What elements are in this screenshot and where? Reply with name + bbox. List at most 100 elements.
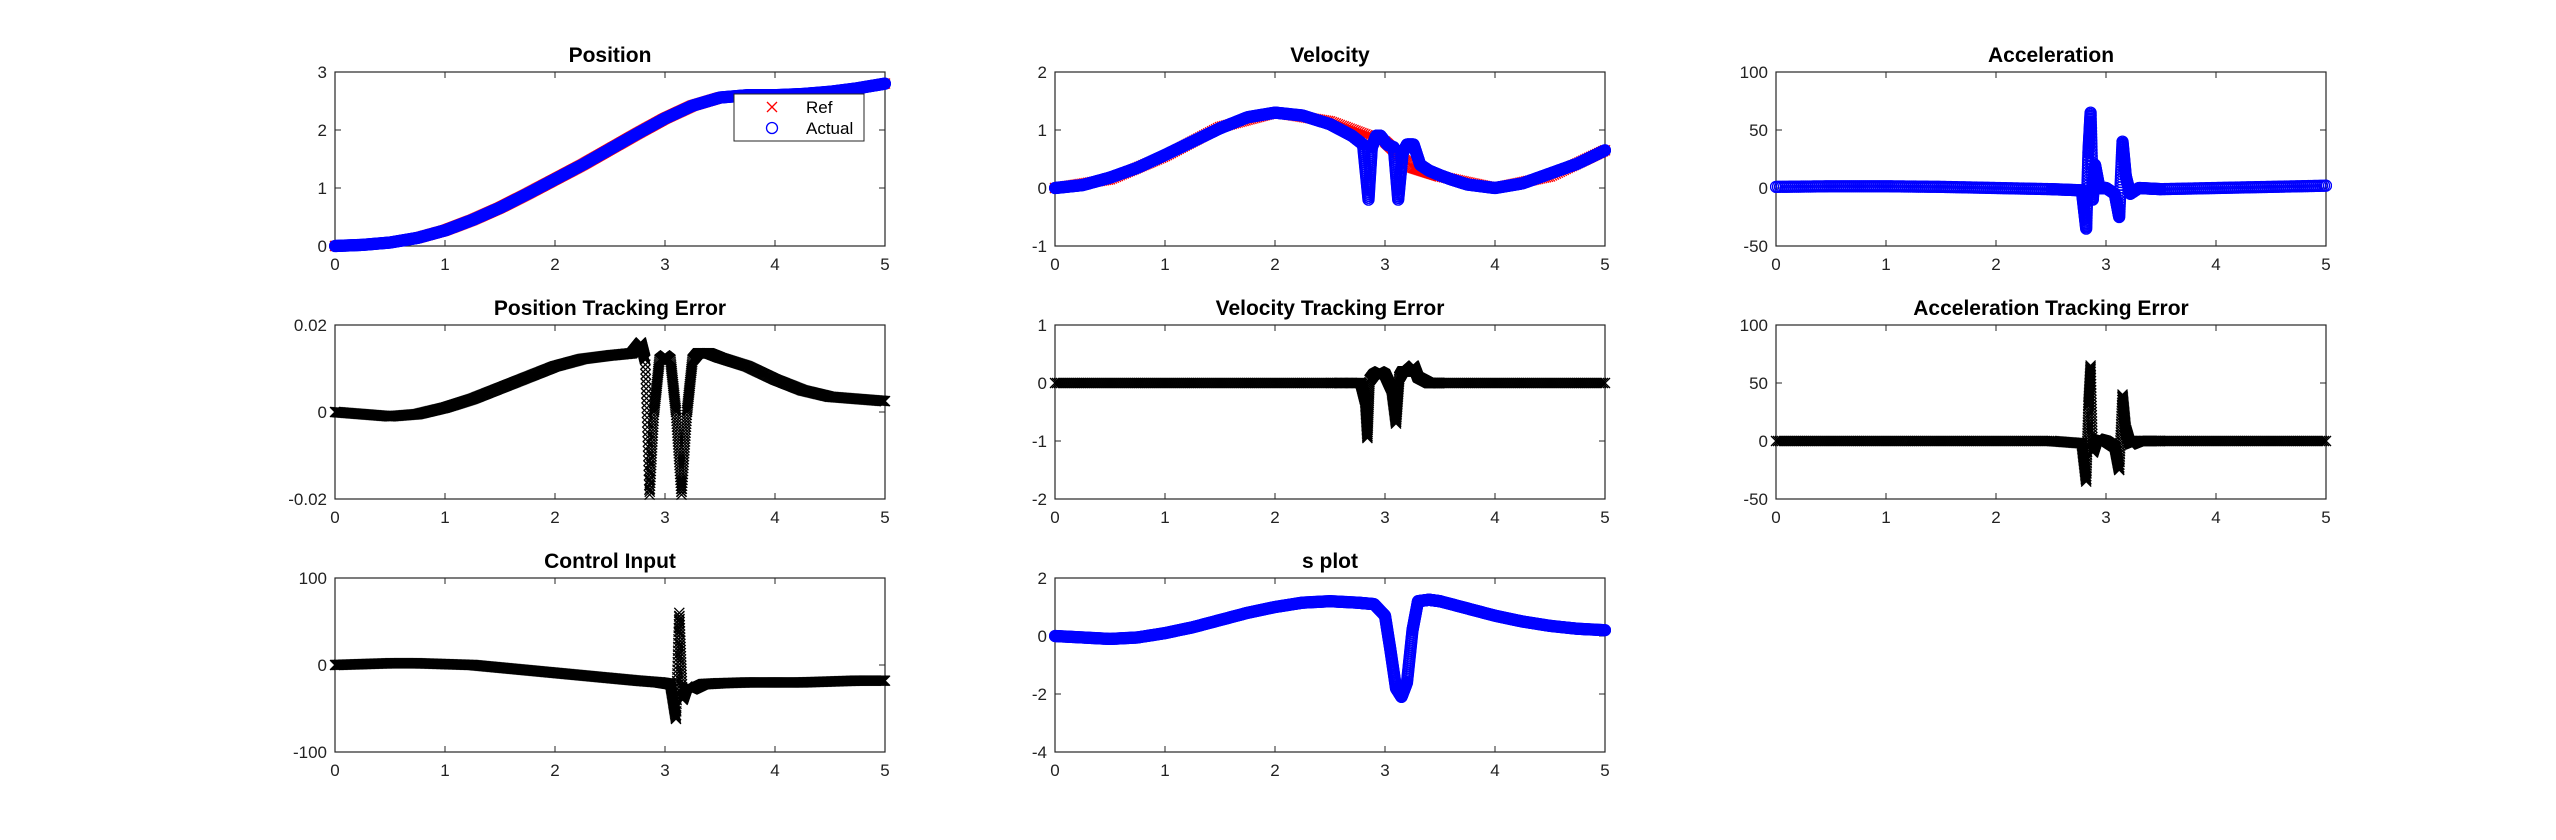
x-tick-label: 2 <box>1991 508 2000 527</box>
data-point <box>2084 125 2098 138</box>
chart-title: Acceleration Tracking Error <box>1913 297 2188 320</box>
axes-box <box>1054 324 1606 500</box>
data-point <box>2084 109 2097 122</box>
data-point <box>2081 459 2093 471</box>
x-tick-label: 3 <box>1380 508 1389 527</box>
x-tick-label: 5 <box>1600 508 1609 527</box>
x-tick-label: 4 <box>1490 255 1499 274</box>
x-tick-label: 5 <box>2321 255 2330 274</box>
data-point <box>640 378 652 390</box>
data-point <box>2080 476 2092 488</box>
data-point <box>878 77 891 90</box>
x-tick-label: 1 <box>440 508 449 527</box>
y-tick-label: 0.02 <box>294 316 327 335</box>
data-point <box>1597 377 1609 389</box>
x-tick-label: 1 <box>1160 508 1169 527</box>
x-tick-label: 1 <box>440 255 449 274</box>
x-tick-label: 3 <box>660 508 669 527</box>
data-point <box>2085 137 2098 150</box>
x-tick-label: 1 <box>1160 255 1169 274</box>
legend: Ref Actual <box>733 93 865 142</box>
legend-marker <box>765 121 779 135</box>
y-tick-label: 1 <box>318 179 327 198</box>
data-point <box>2080 468 2092 479</box>
data-point <box>2084 106 2097 119</box>
y-tick-label: 2 <box>318 121 327 140</box>
axes-box <box>1775 324 2327 500</box>
y-tick-label: 50 <box>1749 121 1768 140</box>
y-tick-label: -2 <box>1032 490 1047 509</box>
y-tick-label: 0 <box>318 237 327 256</box>
data-point <box>2084 115 2097 129</box>
x-tick-label: 4 <box>2211 255 2220 274</box>
y-tick-label: -50 <box>1743 237 1768 256</box>
x-tick-label: 3 <box>660 255 669 274</box>
legend-marker <box>766 101 778 113</box>
chart-title: Position Tracking Error <box>494 297 726 320</box>
x-tick-label: 2 <box>1991 255 2000 274</box>
data-point <box>639 359 651 371</box>
x-tick-label: 0 <box>1771 508 1780 527</box>
data-point <box>1595 377 1607 389</box>
series-Actual <box>1049 106 1611 206</box>
x-tick-label: 5 <box>880 508 889 527</box>
data-point <box>2085 134 2098 147</box>
data-point <box>1599 377 1611 389</box>
y-tick-label: 0 <box>1759 179 1768 198</box>
y-tick-label: 0 <box>318 403 327 422</box>
series-pos_err <box>329 336 891 501</box>
x-tick-label: 0 <box>330 255 339 274</box>
y-tick-label: 1 <box>1038 316 1047 335</box>
data-point <box>640 363 651 375</box>
data-point <box>640 368 652 380</box>
y-tick-label: 1 <box>1038 121 1047 140</box>
x-tick-label: 3 <box>2101 255 2110 274</box>
y-tick-label: -50 <box>1743 490 1768 509</box>
data-point <box>2319 179 2332 192</box>
data-point <box>2081 454 2093 466</box>
x-tick-label: 2 <box>550 508 559 527</box>
x-tick-label: 0 <box>1050 508 1059 527</box>
data-point <box>2081 457 2093 469</box>
data-point <box>1598 144 1611 157</box>
x-tick-label: 5 <box>880 255 889 274</box>
data-point <box>640 388 652 399</box>
chart-title: Position <box>569 44 652 67</box>
x-tick-label: 0 <box>1771 255 1780 274</box>
x-tick-label: 2 <box>1270 508 1279 527</box>
x-tick-label: 1 <box>1881 508 1890 527</box>
data-point <box>2085 140 2098 153</box>
data-point <box>640 373 652 385</box>
data-point <box>2081 465 2092 477</box>
y-tick-label: 100 <box>1740 63 1768 82</box>
series-acc_err <box>1770 360 2332 488</box>
data-point <box>2084 112 2097 125</box>
y-tick-label: 100 <box>1740 316 1768 335</box>
data-point <box>2081 462 2093 474</box>
x-tick-label: 2 <box>550 255 559 274</box>
axes-box <box>1054 71 1606 247</box>
y-tick-label: 0 <box>1038 374 1047 393</box>
y-tick-label: 50 <box>1749 374 1768 393</box>
y-tick-label: -1 <box>1032 237 1047 256</box>
x-tick-label: 3 <box>2101 508 2110 527</box>
x-tick-label: 1 <box>1881 255 1890 274</box>
y-tick-label: -1 <box>1032 432 1047 451</box>
x-tick-label: 4 <box>770 508 779 527</box>
y-tick-label: 3 <box>318 63 327 82</box>
legend-label: Actual <box>806 119 853 138</box>
x-tick-label: 4 <box>2211 508 2220 527</box>
series-Actual <box>1770 106 2332 235</box>
x-tick-label: 2 <box>1270 255 1279 274</box>
legend-label: Ref <box>806 98 833 117</box>
x-tick-label: 3 <box>1380 255 1389 274</box>
axes-box <box>1775 71 2327 247</box>
x-tick-label: 0 <box>330 508 339 527</box>
